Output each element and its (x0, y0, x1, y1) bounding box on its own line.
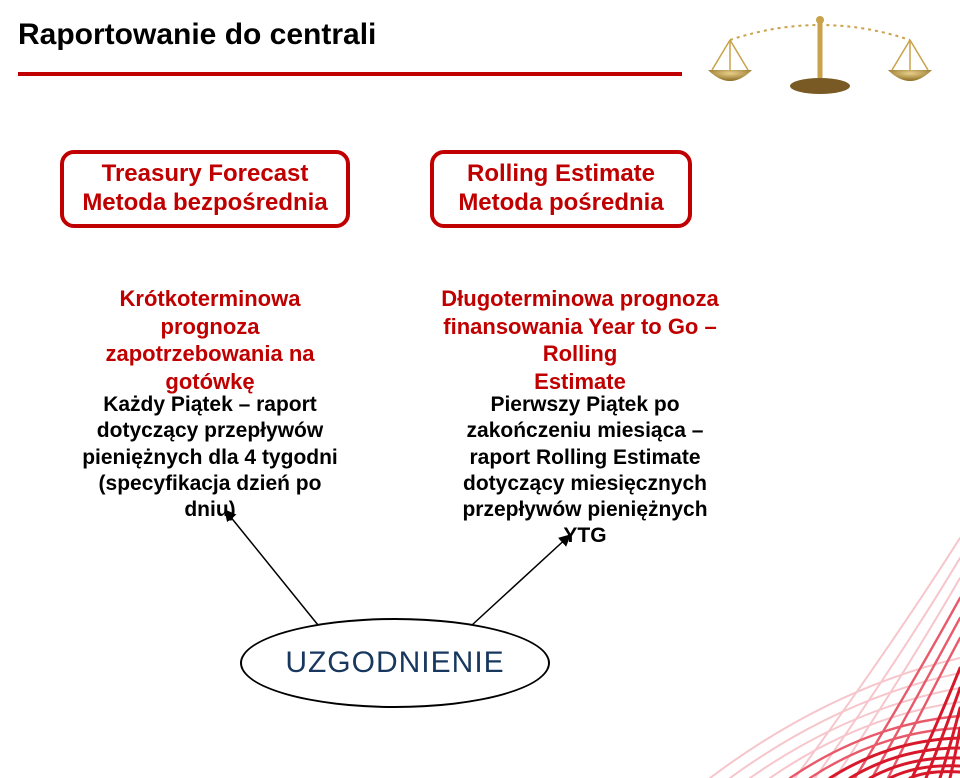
text-line: raport Rolling Estimate (440, 445, 730, 471)
text-line: Długoterminowa prognoza (430, 285, 730, 313)
box-left-line1: Treasury Forecast (102, 160, 309, 189)
reconcile-label: UZGODNIENIE (285, 646, 504, 680)
text-line: dotyczący przepływów (70, 418, 350, 444)
text-line: pieniężnych dla 4 tygodni (70, 445, 350, 471)
title-rule (18, 72, 682, 76)
box-rolling-estimate: Rolling Estimate Metoda pośrednia (430, 150, 692, 228)
box-treasury-forecast: Treasury Forecast Metoda bezpośrednia (60, 150, 350, 228)
subhead-short-term: Krótkoterminowa prognozazapotrzebowania … (70, 285, 350, 395)
page-title: Raportowanie do centrali (18, 18, 376, 52)
text-line: Estimate (430, 368, 730, 396)
reconcile-ellipse: UZGODNIENIE (240, 618, 550, 708)
box-right-line2: Metoda pośrednia (458, 189, 663, 218)
text-line: zakończeniu miesiąca – (440, 418, 730, 444)
corner-art (660, 478, 960, 778)
box-right-line1: Rolling Estimate (467, 160, 655, 189)
text-line: gotówkę (70, 368, 350, 396)
text-line: zapotrzebowania na (70, 340, 350, 368)
text-line: finansowania Year to Go – Rolling (430, 313, 730, 368)
text-line: Każdy Piątek – raport (70, 392, 350, 418)
body-left: Każdy Piątek – raportdotyczący przepływó… (70, 392, 350, 523)
subhead-long-term: Długoterminowa prognozafinansowania Year… (430, 285, 730, 395)
text-line: (specyfikacja dzień po dniu) (70, 471, 350, 524)
box-left-line2: Metoda bezpośrednia (82, 189, 327, 218)
text-line: Pierwszy Piątek po (440, 392, 730, 418)
scales-icon (690, 0, 950, 100)
text-line: Krótkoterminowa prognoza (70, 285, 350, 340)
